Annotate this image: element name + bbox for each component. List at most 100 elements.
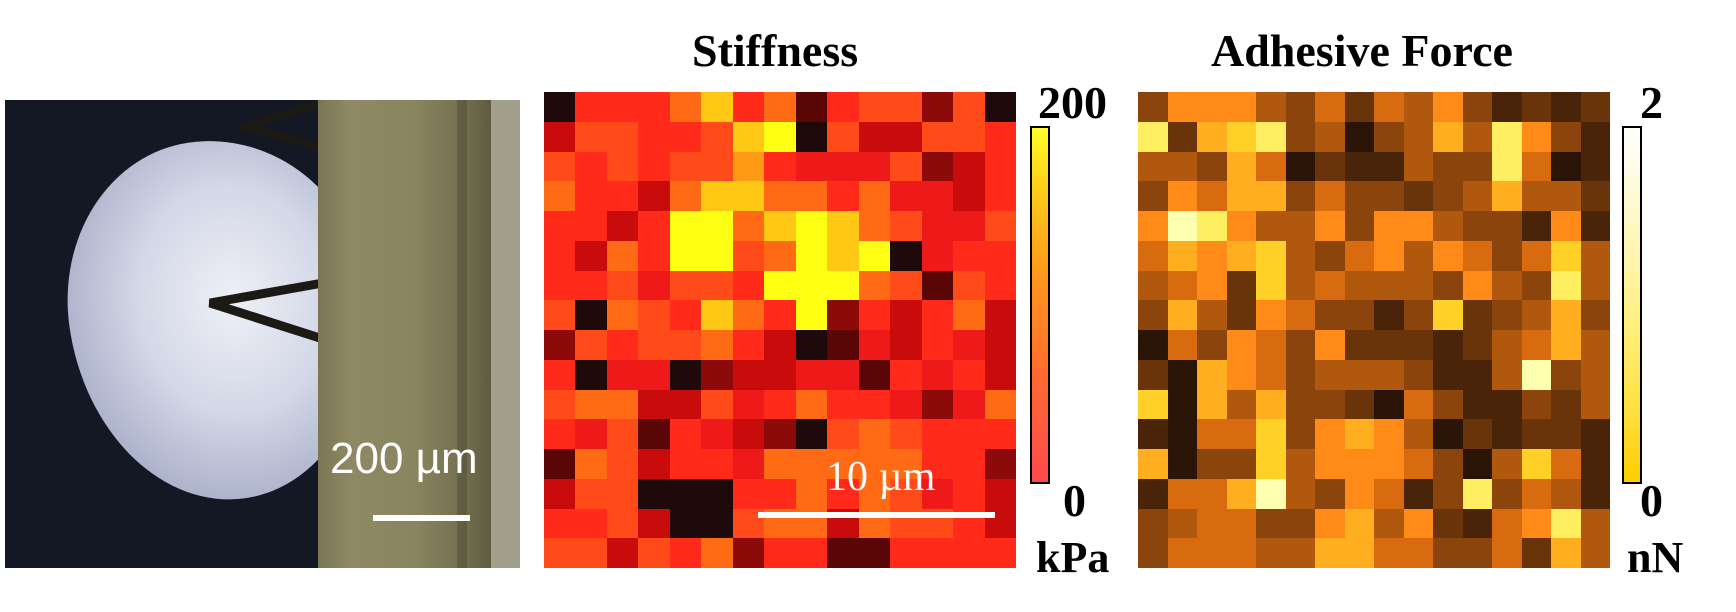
heatmap-cell	[1315, 508, 1345, 539]
heatmap-cell	[1285, 121, 1315, 152]
heatmap-cell	[1285, 181, 1315, 211]
heatmap-cell	[1256, 270, 1286, 301]
adhesive-title: Adhesive Force	[1211, 25, 1513, 76]
cantilever-holder	[318, 100, 493, 568]
heatmap-cell	[1492, 478, 1522, 509]
heatmap-cell	[1285, 151, 1315, 182]
heatmap-cell	[795, 151, 828, 182]
heatmap-cell	[953, 478, 985, 509]
heatmap-cell	[575, 330, 607, 360]
heatmap-cell	[1551, 359, 1581, 390]
heatmap-cell	[669, 538, 702, 568]
heatmap-cell	[1285, 300, 1315, 330]
heatmap-cell	[795, 449, 828, 479]
heatmap-cell	[732, 330, 765, 360]
heatmap-cell	[1462, 270, 1492, 301]
heatmap-cell	[1492, 419, 1522, 449]
heatmap-cell	[544, 389, 576, 420]
heatmap-cell	[953, 300, 985, 330]
heatmap-cell	[1462, 538, 1492, 568]
heatmap-cell	[1315, 449, 1345, 479]
heatmap-cell	[764, 359, 796, 390]
heatmap-cell	[732, 359, 765, 390]
heatmap-cell	[1403, 330, 1433, 360]
heatmap-cell	[1315, 419, 1345, 449]
heatmap-cell	[1374, 92, 1404, 122]
heatmap-cell	[953, 449, 985, 479]
heatmap-cell	[1138, 538, 1168, 568]
heatmap-cell	[606, 419, 639, 449]
heatmap-cell	[1138, 330, 1168, 360]
heatmap-cell	[1521, 330, 1551, 360]
heatmap-cell	[1462, 181, 1492, 211]
heatmap-cell	[890, 330, 922, 360]
heatmap-cell	[606, 211, 639, 241]
heatmap-cell	[544, 211, 576, 241]
heatmap-cell	[732, 151, 765, 182]
heatmap-cell	[1344, 538, 1374, 568]
heatmap-cell	[1226, 151, 1256, 182]
heatmap-cell	[1433, 92, 1463, 122]
heatmap-cell	[1403, 538, 1433, 568]
heatmap-cell	[795, 389, 828, 420]
heatmap-cell	[669, 389, 702, 420]
heatmap-cell	[827, 92, 859, 122]
heatmap-cell	[1521, 300, 1551, 330]
heatmap-cell	[1462, 121, 1492, 152]
heatmap-cell	[669, 478, 702, 509]
adhesive-colorbar-min: 0	[1640, 475, 1663, 526]
heatmap-cell	[1197, 508, 1227, 539]
heatmap-cell	[764, 151, 796, 182]
heatmap-cell	[858, 449, 891, 479]
heatmap-cell	[669, 449, 702, 479]
heatmap-cell	[638, 359, 670, 390]
heatmap-cell	[953, 151, 985, 182]
heatmap-cell	[1462, 240, 1492, 271]
heatmap-cell	[669, 508, 702, 539]
heatmap-cell	[795, 92, 828, 122]
heatmap-cell	[1315, 300, 1345, 330]
heatmap-cell	[1433, 359, 1463, 390]
heatmap-cell	[1374, 151, 1404, 182]
heatmap-cell	[1256, 389, 1286, 420]
heatmap-cell	[1521, 92, 1551, 122]
heatmap-cell	[1138, 121, 1168, 152]
heatmap-cell	[984, 330, 1016, 360]
heatmap-cell	[921, 151, 954, 182]
heatmap-cell	[1580, 330, 1610, 360]
heatmap-cell	[1344, 478, 1374, 509]
heatmap-cell	[638, 419, 670, 449]
heatmap-cell	[1285, 389, 1315, 420]
heatmap-cell	[1138, 478, 1168, 509]
heatmap-cell	[1285, 211, 1315, 241]
heatmap-cell	[984, 211, 1016, 241]
heatmap-cell	[1167, 330, 1197, 360]
heatmap-cell	[575, 151, 607, 182]
heatmap-cell	[890, 151, 922, 182]
heatmap-cell	[638, 508, 670, 539]
heatmap-cell	[953, 121, 985, 152]
heatmap-cell	[1492, 181, 1522, 211]
heatmap-cell	[1403, 359, 1433, 390]
heatmap-cell	[1344, 151, 1374, 182]
heatmap-cell	[921, 240, 954, 271]
heatmap-cell	[1462, 330, 1492, 360]
heatmap-cell	[1433, 508, 1463, 539]
heatmap-cell	[1226, 181, 1256, 211]
heatmap-cell	[1256, 211, 1286, 241]
heatmap-cell	[1197, 330, 1227, 360]
heatmap-cell	[732, 300, 765, 330]
heatmap-cell	[764, 300, 796, 330]
heatmap-cell	[984, 538, 1016, 568]
heatmap-cell	[858, 419, 891, 449]
heatmap-cell	[1374, 389, 1404, 420]
heatmap-cell	[575, 538, 607, 568]
heatmap-cell	[701, 92, 733, 122]
heatmap-cell	[827, 389, 859, 420]
heatmap-cell	[827, 151, 859, 182]
heatmap-cell	[1344, 359, 1374, 390]
heatmap-cell	[890, 449, 922, 479]
heatmap-cell	[1374, 211, 1404, 241]
heatmap-cell	[984, 449, 1016, 479]
heatmap-cell	[1226, 389, 1256, 420]
